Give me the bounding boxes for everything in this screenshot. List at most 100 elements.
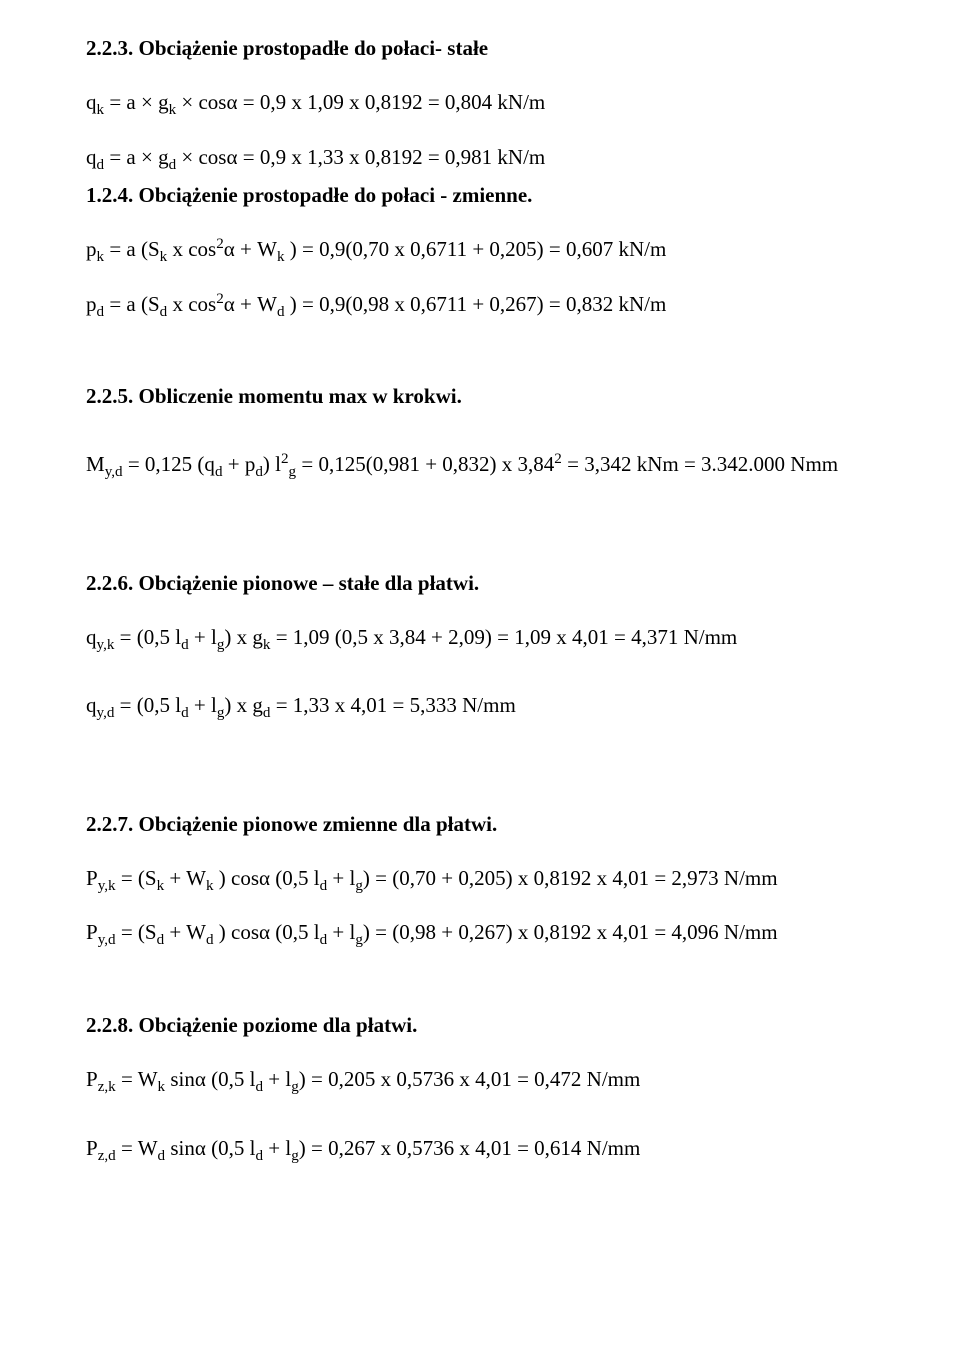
eq-qd: qd = a × gd × cosα = 0,9 x 1,33 x 0,8192… — [86, 143, 874, 171]
text: = 1,09 (0,5 x 3,84 + 2,09) = 1,09 x 4,01… — [270, 625, 737, 649]
text: = (S — [116, 866, 157, 890]
text: x cos — [167, 237, 216, 261]
text: + l — [263, 1136, 291, 1160]
text: P — [86, 920, 98, 944]
subscript: z,d — [98, 1148, 116, 1164]
text: p — [86, 292, 97, 316]
text: = a × g — [104, 90, 169, 114]
section-2-2-6-title: 2.2.6. Obciążenie pionowe – stałe dla pł… — [86, 569, 874, 597]
text: M — [86, 452, 105, 476]
text: q — [86, 693, 97, 717]
subscript: g — [355, 878, 363, 894]
text: + W — [164, 866, 206, 890]
subscript: k — [158, 1079, 166, 1095]
text: ) = (0,98 + 0,267) x 0,8192 x 4,01 = 4,0… — [363, 920, 778, 944]
text: = (0,5 l — [114, 693, 181, 717]
text: × cosα = 0,9 x 1,09 x 0,8192 = 0,804 kN/… — [176, 90, 545, 114]
text: + l — [327, 920, 355, 944]
subscript: d — [169, 157, 177, 173]
subscript: y,k — [98, 878, 116, 894]
superscript: 2 — [281, 451, 289, 467]
subscript: y,k — [97, 637, 115, 653]
text: = (S — [116, 920, 157, 944]
text: ) = 0,9(0,70 x 0,6711 + 0,205) = 0,607 k… — [285, 237, 667, 261]
subscript: g — [291, 1148, 299, 1164]
subscript: z,k — [98, 1079, 116, 1095]
section-2-2-5-title: 2.2.5. Obliczenie momentu max w krokwi. — [86, 382, 874, 410]
text: + l — [189, 693, 217, 717]
eq-Pyd: Py,d = (Sd + Wd ) cosα (0,5 ld + lg) = (… — [86, 918, 874, 946]
subscript: d — [206, 933, 214, 949]
text: ) cosα (0,5 l — [214, 866, 320, 890]
text: + W — [164, 920, 206, 944]
text: = W — [116, 1067, 158, 1091]
superscript: 2 — [216, 236, 224, 252]
text: P — [86, 866, 98, 890]
text: ) x g — [224, 625, 263, 649]
subscript: g — [355, 933, 363, 949]
eq-qyk: qy,k = (0,5 ld + lg) x gk = 1,09 (0,5 x … — [86, 623, 874, 651]
superscript: 2 — [554, 451, 562, 467]
subscript: y,d — [97, 706, 115, 722]
subscript: k — [206, 878, 214, 894]
text: x cos — [167, 292, 216, 316]
text: + l — [327, 866, 355, 890]
text: ) l — [263, 452, 281, 476]
text: ) = 0,9(0,98 x 0,6711 + 0,267) = 0,832 k… — [285, 292, 667, 316]
text: = 0,125(0,981 + 0,832) x 3,84 — [296, 452, 554, 476]
text: ) cosα (0,5 l — [214, 920, 320, 944]
text: α + W — [224, 292, 277, 316]
eq-qyd: qy,d = (0,5 ld + lg) x gd = 1,33 x 4,01 … — [86, 691, 874, 719]
subscript: d — [255, 465, 263, 481]
subscript: d — [97, 157, 105, 173]
superscript: 2 — [216, 291, 224, 307]
text: = 3,342 kNm = 3.342.000 Nmm — [562, 452, 838, 476]
subscript: k — [97, 250, 105, 266]
text: × cosα = 0,9 x 1,33 x 0,8192 = 0,981 kN/… — [176, 145, 545, 169]
text: q — [86, 90, 97, 114]
text: q — [86, 625, 97, 649]
text: sinα (0,5 l — [165, 1136, 255, 1160]
text: P — [86, 1136, 98, 1160]
text: = W — [116, 1136, 158, 1160]
subscript: d — [181, 706, 189, 722]
subscript: y,d — [98, 933, 116, 949]
subscript: d — [255, 1148, 263, 1164]
section-2-2-3-title: 2.2.3. Obciążenie prostopadłe do połaci-… — [86, 34, 874, 62]
subscript: k — [169, 103, 177, 119]
text: ) = 0,267 x 0,5736 x 4,01 = 0,614 N/mm — [299, 1136, 641, 1160]
subscript: k — [97, 103, 105, 119]
text: = (0,5 l — [114, 625, 181, 649]
text: P — [86, 1067, 98, 1091]
subscript: d — [158, 1148, 166, 1164]
eq-Pzk: Pz,k = Wk sinα (0,5 ld + lg) = 0,205 x 0… — [86, 1065, 874, 1093]
text: ) = (0,70 + 0,205) x 0,8192 x 4,01 = 2,9… — [363, 866, 778, 890]
subscript: g — [291, 1079, 299, 1095]
text: α + W — [224, 237, 277, 261]
eq-pd: pd = a (Sd x cos2α + Wd ) = 0,9(0,98 x 0… — [86, 290, 874, 318]
section-2-2-8-title: 2.2.8. Obciążenie poziome dla płatwi. — [86, 1011, 874, 1039]
text: = a (S — [104, 237, 160, 261]
text: = a × g — [104, 145, 169, 169]
text: + p — [223, 452, 256, 476]
subscript: k — [277, 250, 285, 266]
text: = 1,33 x 4,01 = 5,333 N/mm — [270, 693, 515, 717]
eq-pk: pk = a (Sk x cos2α + Wk ) = 0,9(0,70 x 0… — [86, 235, 874, 263]
text: q — [86, 145, 97, 169]
subscript: d — [215, 465, 223, 481]
text: = 0,125 (q — [123, 452, 215, 476]
text: = a (S — [104, 292, 160, 316]
eq-myd: My,d = 0,125 (qd + pd) l2g = 0,125(0,981… — [86, 450, 874, 478]
subscript: d — [181, 637, 189, 653]
subscript: y,d — [105, 465, 123, 481]
subscript: d — [277, 304, 285, 320]
subscript: d — [255, 1079, 263, 1095]
text: sinα (0,5 l — [165, 1067, 255, 1091]
eq-qk: qk = a × gk × cosα = 0,9 x 1,09 x 0,8192… — [86, 88, 874, 116]
eq-Pyk: Py,k = (Sk + Wk ) cosα (0,5 ld + lg) = (… — [86, 864, 874, 892]
text: + l — [189, 625, 217, 649]
text: ) = 0,205 x 0,5736 x 4,01 = 0,472 N/mm — [299, 1067, 641, 1091]
section-1-2-4-title: 1.2.4. Obciążenie prostopadłe do połaci … — [86, 181, 874, 209]
text: + l — [263, 1067, 291, 1091]
subscript: d — [97, 304, 105, 320]
